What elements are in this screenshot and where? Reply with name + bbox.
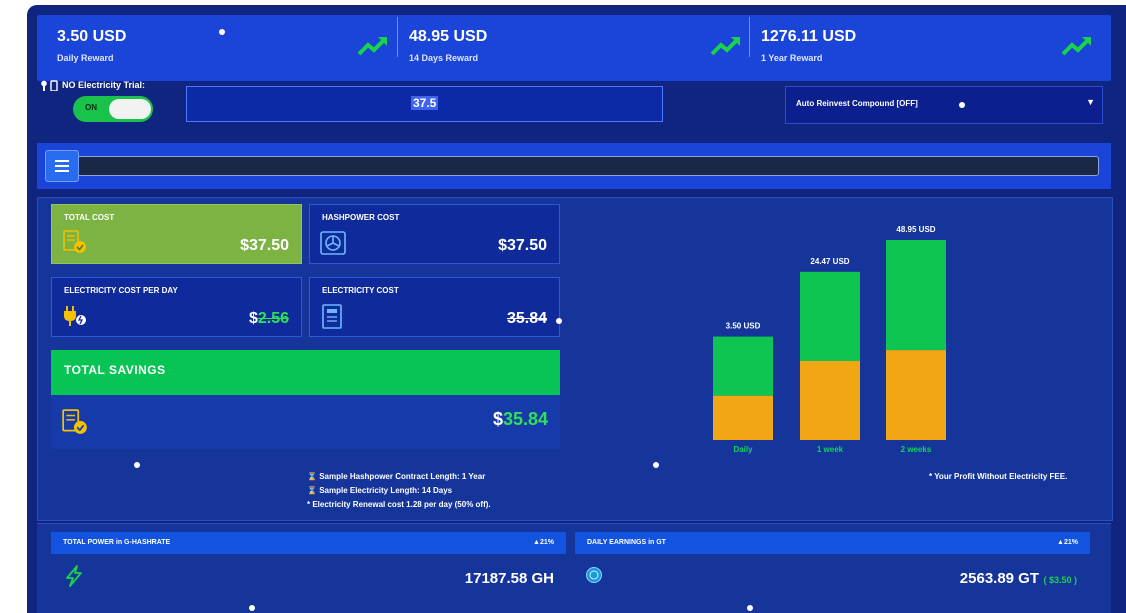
slider-track[interactable] xyxy=(75,156,1099,176)
amount-input[interactable]: 37.5 xyxy=(186,86,663,122)
trial-label: NO Electricity Trial: xyxy=(62,80,146,90)
currency-symbol: $ xyxy=(248,310,258,327)
electricity-trial-toggle[interactable]: ON xyxy=(73,96,153,122)
calculator-frame: 3.50 USD Daily Reward 48.95 USD 14 Days … xyxy=(27,5,1126,613)
1year-reward-label: 1 Year Reward xyxy=(761,53,823,63)
bar-upper xyxy=(800,271,860,361)
total-power-value: 17187.58 GH xyxy=(464,570,554,587)
total-savings-value: $35.84 xyxy=(493,409,548,430)
total-cost-value: $37.50 xyxy=(240,237,289,254)
hamburger-menu-button[interactable] xyxy=(45,150,79,182)
bar-lower xyxy=(800,360,860,440)
14day-reward-label: 14 Days Reward xyxy=(409,53,479,63)
daily-earnings-value: 2563.89 GT xyxy=(959,570,1040,587)
key-phone-icon xyxy=(41,80,58,91)
daily-earnings-bar: DAILY EARNINGS in GT ▲21% xyxy=(575,532,1090,554)
total-savings-amount: 35.84 xyxy=(502,409,548,429)
lightning-icon xyxy=(66,565,82,587)
decor-dot xyxy=(653,462,659,468)
note-contract-length: ⌛ Sample Hashpower Contract Length: 1 Ye… xyxy=(307,472,486,481)
bar-lower xyxy=(713,395,773,440)
electricity-per-day-title: ELECTRICITY COST PER DAY xyxy=(64,286,178,295)
x-tick-label: 1 week xyxy=(817,445,844,454)
menu-icon xyxy=(55,170,69,172)
total-savings-header: TOTAL SAVINGS xyxy=(51,350,560,395)
currency-symbol: $ xyxy=(492,409,503,429)
daily-reward-label: Daily Reward xyxy=(57,53,114,63)
compound-selected: Auto Reinvest Compound [OFF] xyxy=(796,99,918,108)
trend-up-icon xyxy=(1061,37,1091,56)
dropdown-arrow-icon: ▼ xyxy=(1086,97,1095,107)
daily-earnings-title: DAILY EARNINGS in GT xyxy=(587,539,666,546)
x-tick-label: Daily xyxy=(733,445,753,454)
plug-icon xyxy=(64,306,86,326)
bar-value-label: 3.50 USD xyxy=(726,322,761,331)
decor-dot xyxy=(959,102,965,108)
amount-value: 37.5 xyxy=(411,96,439,110)
total-savings-body: $35.84 xyxy=(51,395,560,449)
hashpower-cost-card: HASHPOWER COST $37.50 xyxy=(309,204,560,264)
pct-text: 21% xyxy=(539,539,554,546)
note-electricity-length: ⌛ Sample Electricity Length: 14 Days xyxy=(307,486,453,495)
rewards-bar xyxy=(37,15,1111,81)
decor-dot xyxy=(249,605,255,611)
total-power-title: TOTAL POWER in G-HASHRATE xyxy=(63,539,171,546)
electricity-per-day-value: $2.56 xyxy=(249,310,289,328)
electricity-cost-value: 35.84 xyxy=(506,310,547,327)
x-tick-label: 2 weeks xyxy=(901,445,932,454)
pct-text: 21% xyxy=(1063,539,1078,546)
bar-value-label: 24.47 USD xyxy=(810,257,849,266)
calculator-check-icon xyxy=(63,230,86,253)
decor-dot xyxy=(134,462,140,468)
bar-lower xyxy=(886,350,946,440)
total-power-bar: TOTAL POWER in G-HASHRATE ▲21% xyxy=(51,532,566,554)
bar-upper xyxy=(713,336,773,396)
electricity-per-day-amount: 2.56 xyxy=(257,310,289,327)
trend-up-icon xyxy=(357,37,387,56)
menu-icon xyxy=(55,160,69,162)
electricity-cost-title: ELECTRICITY COST xyxy=(322,286,399,295)
reward-bar-chart: 3.50 USD Daily 24.47 USD 1 week 48.95 USD 2 w… xyxy=(713,225,946,454)
divider xyxy=(397,17,398,57)
profit-note: * Your Profit Without Electricity FEE. xyxy=(929,472,1068,481)
menu-icon xyxy=(55,165,69,167)
electricity-per-day-card: ELECTRICITY COST PER DAY $2.56 xyxy=(51,277,302,337)
calculator-check-icon xyxy=(62,409,87,434)
1year-reward-value: 1276.11 USD xyxy=(761,28,857,45)
decor-dot xyxy=(556,318,562,324)
coin-icon xyxy=(586,567,602,583)
electricity-cost-card: ELECTRICITY COST 35.84 xyxy=(309,277,560,337)
hashpower-cost-title: HASHPOWER COST xyxy=(322,213,400,222)
daily-earnings-change: ▲21% xyxy=(1057,539,1078,546)
fan-icon xyxy=(320,231,346,255)
total-cost-card: TOTAL COST $37.50 xyxy=(51,204,302,264)
toggle-state: ON xyxy=(85,103,97,112)
invoice-icon xyxy=(322,304,342,329)
total-savings-title: TOTAL SAVINGS xyxy=(64,363,166,377)
trend-up-icon xyxy=(710,37,740,56)
daily-reward-value: 3.50 USD xyxy=(57,28,127,45)
divider xyxy=(749,17,750,57)
toggle-knob xyxy=(109,99,151,119)
note-text: Sample Electricity Length: 14 Days xyxy=(319,486,453,495)
14day-reward-value: 48.95 USD xyxy=(409,28,488,45)
note-text: Sample Hashpower Contract Length: 1 Year xyxy=(319,472,486,481)
decor-dot xyxy=(747,605,753,611)
total-power-change: ▲21% xyxy=(533,539,554,546)
hashpower-cost-value: $37.50 xyxy=(498,237,547,254)
total-cost-title: TOTAL COST xyxy=(64,213,115,222)
daily-earnings-usd: ( $3.50 ) xyxy=(1043,575,1077,585)
daily-earnings-value-row: 2563.89 GT ( $3.50 ) xyxy=(807,570,1077,588)
note-renewal-cost: * Electricity Renewal cost 1.28 per day … xyxy=(307,500,491,509)
compound-select[interactable]: Auto Reinvest Compound [OFF] ▼ xyxy=(785,86,1103,124)
decor-dot xyxy=(219,29,225,35)
bar-value-label: 48.95 USD xyxy=(896,225,935,234)
bar-upper xyxy=(886,240,946,351)
